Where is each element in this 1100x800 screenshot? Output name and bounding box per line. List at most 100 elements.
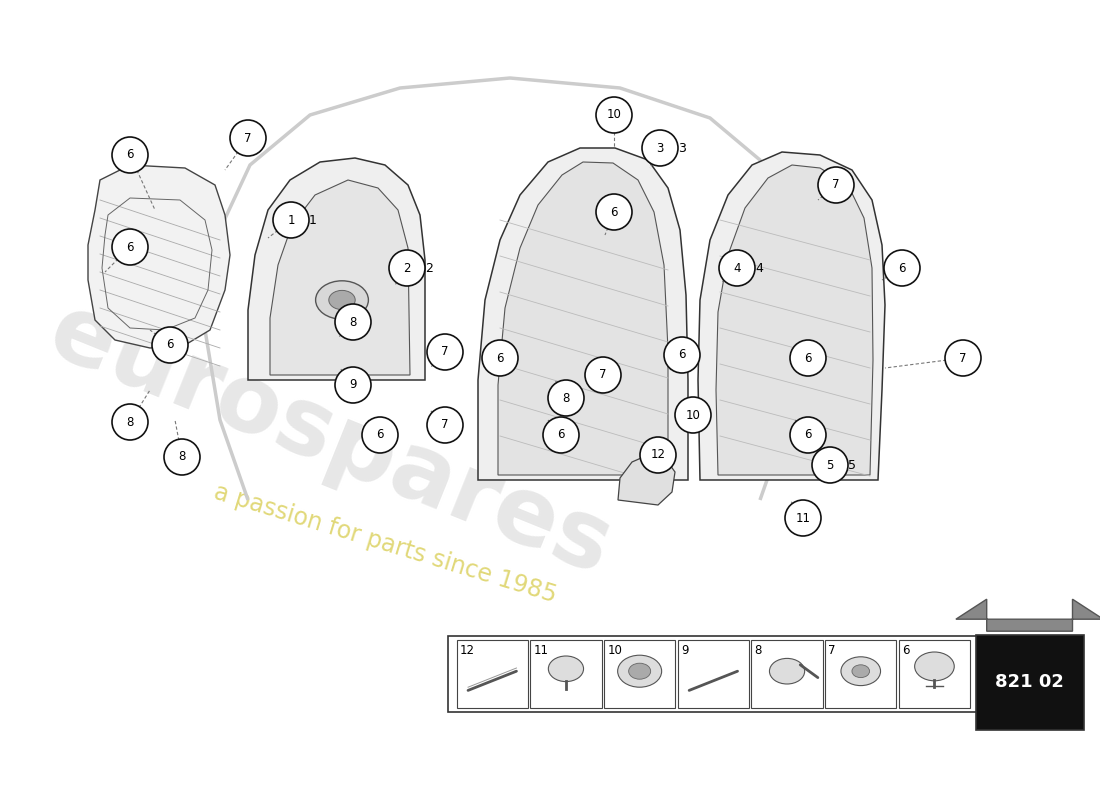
FancyBboxPatch shape [825, 640, 896, 708]
Circle shape [329, 290, 355, 310]
Ellipse shape [812, 447, 848, 483]
Text: 10: 10 [607, 644, 623, 657]
Ellipse shape [548, 380, 584, 416]
Polygon shape [698, 152, 886, 480]
Text: 7: 7 [600, 369, 607, 382]
Text: 5: 5 [826, 458, 834, 471]
Ellipse shape [785, 500, 821, 536]
Ellipse shape [336, 367, 371, 403]
Text: 6: 6 [376, 429, 384, 442]
Polygon shape [88, 165, 230, 348]
FancyBboxPatch shape [456, 640, 528, 708]
Ellipse shape [642, 130, 678, 166]
Ellipse shape [945, 340, 981, 376]
Polygon shape [478, 148, 688, 480]
Polygon shape [248, 158, 425, 380]
Text: 2: 2 [425, 262, 433, 274]
Text: 3: 3 [678, 142, 686, 154]
Circle shape [852, 665, 870, 678]
Circle shape [316, 281, 369, 319]
Text: 8: 8 [562, 391, 570, 405]
Ellipse shape [362, 417, 398, 453]
Text: 6: 6 [496, 351, 504, 365]
Ellipse shape [790, 417, 826, 453]
Text: a passion for parts since 1985: a passion for parts since 1985 [211, 480, 559, 608]
Text: 8: 8 [755, 644, 762, 657]
Ellipse shape [543, 417, 579, 453]
Text: 8: 8 [350, 315, 356, 329]
Ellipse shape [585, 357, 622, 393]
Ellipse shape [389, 250, 425, 286]
Text: 7: 7 [959, 351, 967, 365]
Text: 2: 2 [404, 262, 410, 274]
Ellipse shape [152, 327, 188, 363]
Circle shape [618, 655, 661, 687]
Circle shape [548, 656, 583, 682]
Text: eurospares: eurospares [36, 286, 624, 594]
Circle shape [770, 658, 805, 684]
Ellipse shape [790, 340, 826, 376]
FancyBboxPatch shape [976, 635, 1084, 730]
Ellipse shape [112, 404, 148, 440]
Ellipse shape [596, 194, 632, 230]
Text: 6: 6 [126, 149, 134, 162]
Polygon shape [618, 455, 675, 505]
Text: 6: 6 [679, 349, 685, 362]
Text: 6: 6 [558, 429, 564, 442]
Ellipse shape [273, 202, 309, 238]
Text: 12: 12 [650, 449, 666, 462]
Text: 9: 9 [350, 378, 356, 391]
Ellipse shape [664, 337, 700, 373]
Text: 6: 6 [804, 429, 812, 442]
Text: 7: 7 [441, 346, 449, 358]
Text: 6: 6 [899, 262, 905, 274]
Circle shape [915, 652, 954, 681]
Polygon shape [956, 599, 1100, 631]
FancyBboxPatch shape [899, 640, 970, 708]
Text: 10: 10 [685, 409, 701, 422]
Text: 5: 5 [848, 458, 856, 471]
Text: 8: 8 [178, 450, 186, 463]
Circle shape [629, 663, 651, 679]
Ellipse shape [675, 397, 711, 433]
FancyBboxPatch shape [530, 640, 602, 708]
FancyBboxPatch shape [751, 640, 823, 708]
Ellipse shape [884, 250, 920, 286]
Ellipse shape [482, 340, 518, 376]
Text: 1: 1 [309, 214, 317, 226]
Text: 11: 11 [795, 511, 811, 525]
Ellipse shape [112, 229, 148, 265]
Text: 10: 10 [606, 109, 621, 122]
Text: 821 02: 821 02 [996, 674, 1064, 691]
Text: 7: 7 [244, 131, 252, 145]
FancyBboxPatch shape [604, 640, 675, 708]
Ellipse shape [596, 97, 632, 133]
Text: 7: 7 [828, 644, 836, 657]
Ellipse shape [640, 437, 676, 473]
Ellipse shape [427, 334, 463, 370]
Text: 6: 6 [166, 338, 174, 351]
Text: 8: 8 [126, 415, 134, 429]
FancyBboxPatch shape [678, 640, 749, 708]
Text: 9: 9 [681, 644, 689, 657]
Text: 4: 4 [734, 262, 740, 274]
Text: 3: 3 [657, 142, 663, 154]
Text: 6: 6 [126, 241, 134, 254]
Text: 12: 12 [460, 644, 475, 657]
Text: 6: 6 [804, 351, 812, 365]
Ellipse shape [427, 407, 463, 443]
Text: 11: 11 [534, 644, 549, 657]
Text: 7: 7 [441, 418, 449, 431]
Polygon shape [270, 180, 410, 375]
Ellipse shape [336, 304, 371, 340]
Ellipse shape [230, 120, 266, 156]
Ellipse shape [112, 137, 148, 173]
Polygon shape [716, 165, 873, 475]
Circle shape [840, 657, 880, 686]
Ellipse shape [164, 439, 200, 475]
Text: 6: 6 [902, 644, 910, 657]
Text: 6: 6 [610, 206, 618, 218]
Text: 4: 4 [755, 262, 763, 274]
Ellipse shape [719, 250, 755, 286]
Text: 1: 1 [287, 214, 295, 226]
